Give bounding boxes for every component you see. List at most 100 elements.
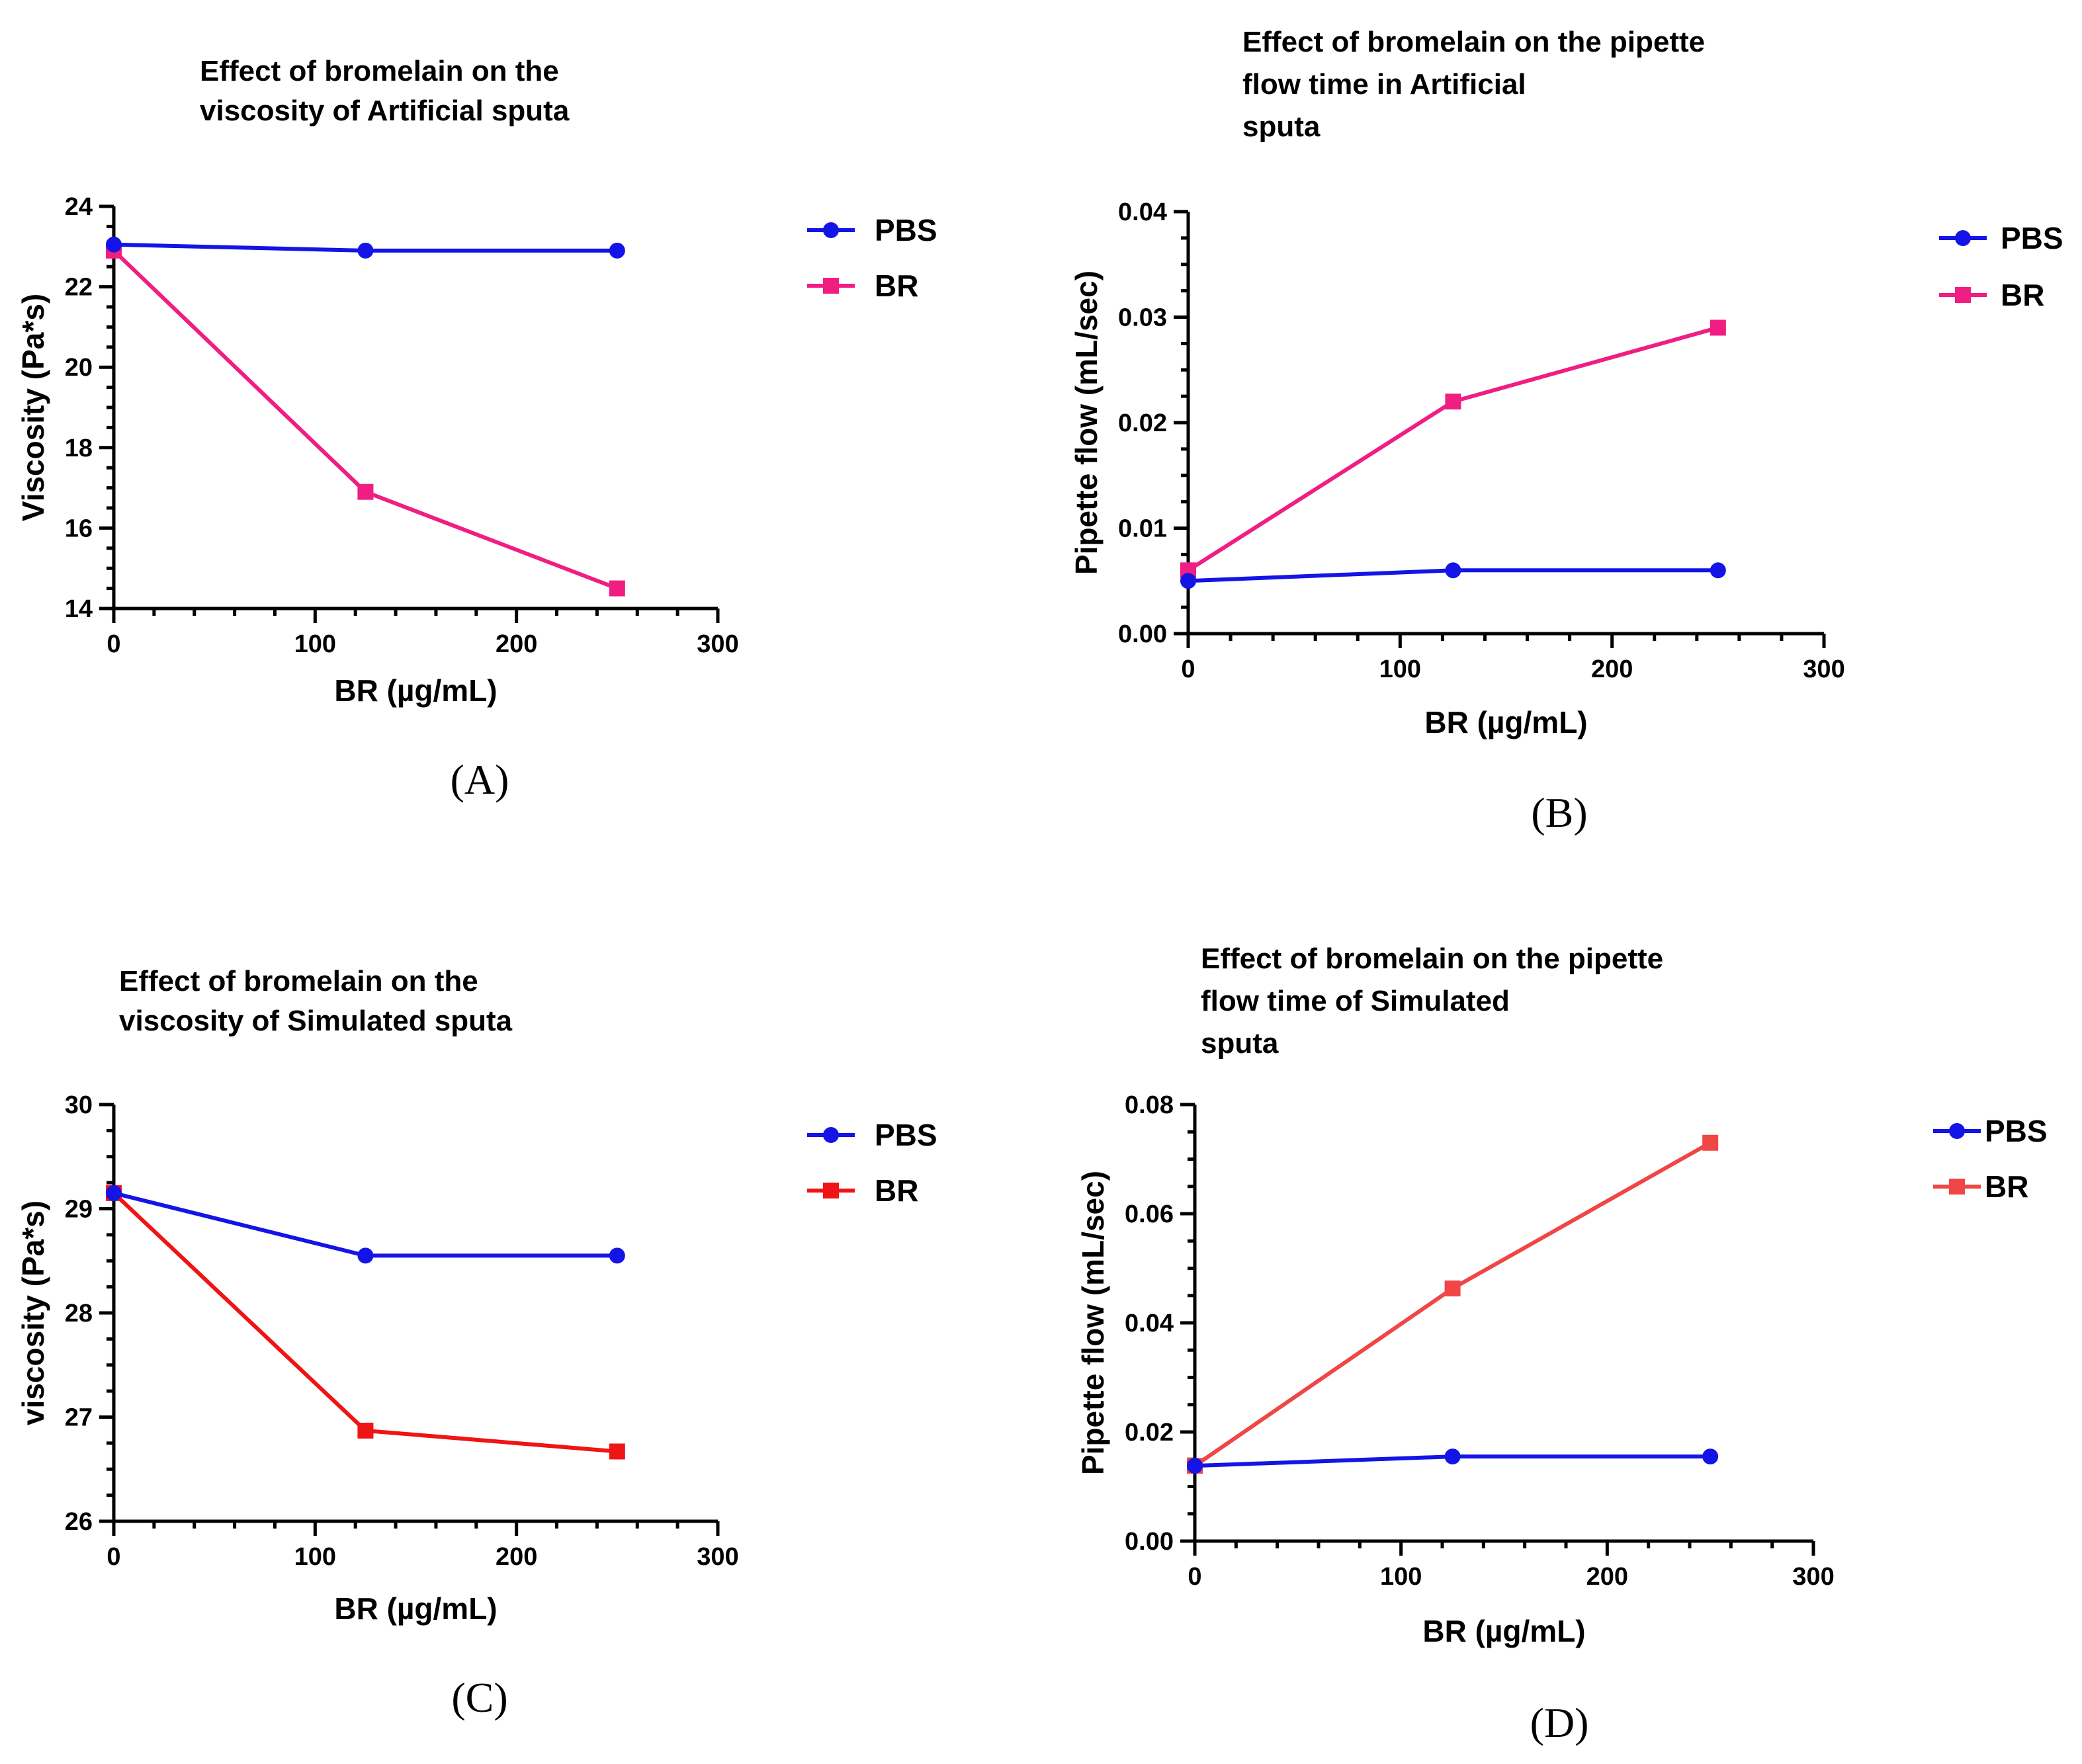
legend-marker-pbs <box>1955 230 1971 246</box>
legend-marker-br <box>823 278 839 294</box>
y-tick-label: 0.04 <box>1125 1310 1174 1337</box>
chart-panel-D: Effect of bromelain on the pipette flow t… <box>1076 943 2048 1746</box>
legend-label-pbs: PBS <box>1985 1114 2048 1148</box>
legend-marker-pbs <box>1949 1123 1965 1139</box>
panel-letter: (D) <box>1530 1699 1589 1746</box>
legend-label-br: BR <box>2001 278 2044 312</box>
series-line-pbs <box>113 1191 617 1258</box>
y-axis-label: Viscosity (Pa*s) <box>16 294 50 521</box>
x-tick-label: 0 <box>1181 655 1195 683</box>
y-tick-label: 0.08 <box>1125 1091 1174 1119</box>
legend-marker-br <box>823 1183 839 1198</box>
y-tick-label: 0.02 <box>1125 1419 1174 1447</box>
x-tick-label: 0 <box>107 630 120 658</box>
x-tick-label: 100 <box>1379 655 1421 683</box>
series-line-br <box>1187 325 1719 572</box>
y-axis-label: Pipette flow (mL/sec) <box>1069 271 1104 575</box>
data-point-br <box>609 580 625 597</box>
x-tick-label: 300 <box>697 630 738 658</box>
chart-panel-B: Effect of bromelain on the pipette flow t… <box>1069 26 2063 836</box>
y-tick-label: 14 <box>65 595 93 623</box>
panel-letter: (C) <box>451 1674 507 1721</box>
y-tick-label: 27 <box>65 1404 93 1432</box>
chart-title-line: Effect of bromelain on the pipette <box>1242 26 1705 58</box>
y-tick-label: 16 <box>65 515 93 542</box>
data-point-pbs <box>1710 562 1726 579</box>
y-tick-label: 20 <box>65 354 93 382</box>
data-point-br <box>1702 1134 1719 1151</box>
chart-title-line: viscosity of Simulated sputa <box>119 1005 513 1037</box>
series-line-br <box>1193 1141 1712 1468</box>
data-point-pbs <box>1445 562 1461 579</box>
x-tick-label: 200 <box>496 1543 537 1571</box>
data-point-br <box>1710 319 1726 336</box>
legend-label-pbs: PBS <box>875 213 937 247</box>
chart-panel-A: Effect of bromelain on the viscosity of A… <box>16 55 937 803</box>
y-tick-label: 0.04 <box>1118 198 1167 226</box>
x-axis-label: BR (µg/mL) <box>334 1591 497 1626</box>
data-point-br <box>609 1443 625 1460</box>
legend-label-pbs: PBS <box>2001 221 2063 255</box>
y-tick-label: 0.01 <box>1118 515 1167 543</box>
series-line-br <box>112 249 618 591</box>
data-point-pbs <box>1187 1458 1203 1474</box>
x-axis-label: BR (µg/mL) <box>334 673 497 708</box>
y-tick-label: 29 <box>65 1196 93 1224</box>
y-tick-label: 22 <box>65 274 93 302</box>
x-tick-label: 0 <box>107 1543 120 1571</box>
chart-panel-C: Effect of bromelain on the viscosity of S… <box>16 965 937 1721</box>
legend-label-br: BR <box>875 269 918 303</box>
y-tick-label: 24 <box>65 193 93 221</box>
data-point-pbs <box>357 242 374 259</box>
x-tick-label: 200 <box>1586 1563 1628 1591</box>
chart-title-line: flow time of Simulated <box>1201 985 1510 1017</box>
x-tick-label: 200 <box>496 630 537 658</box>
y-tick-label: 30 <box>65 1091 93 1119</box>
y-tick-label: 28 <box>65 1300 93 1327</box>
data-point-pbs <box>1702 1449 1719 1465</box>
chart-title-line: Effect of bromelain on the <box>200 55 559 87</box>
data-point-pbs <box>1444 1449 1461 1465</box>
legend-marker-pbs <box>823 222 839 238</box>
legend-marker-br <box>1955 287 1971 303</box>
y-tick-label: 0.00 <box>1125 1528 1174 1556</box>
panel-letter: (B) <box>1531 789 1587 836</box>
data-point-br <box>1444 1281 1461 1297</box>
legend-label-br: BR <box>875 1173 918 1208</box>
y-tick-label: 0.02 <box>1118 409 1167 437</box>
x-tick-label: 0 <box>1188 1563 1201 1591</box>
panel-letter: (A) <box>451 756 509 803</box>
data-point-pbs <box>609 1247 625 1264</box>
data-point-pbs <box>357 1247 374 1264</box>
chart-title-line: sputa <box>1242 110 1321 143</box>
y-tick-label: 0.06 <box>1125 1200 1174 1228</box>
data-point-pbs <box>106 1185 122 1201</box>
data-point-pbs <box>106 236 122 253</box>
data-point-br <box>357 1422 374 1439</box>
y-tick-label: 0.03 <box>1118 304 1167 332</box>
x-axis-label: BR (µg/mL) <box>1422 1614 1585 1648</box>
series-line-br <box>112 1191 618 1454</box>
legend-label-br: BR <box>1985 1169 2028 1204</box>
data-point-pbs <box>1180 573 1196 589</box>
legend-label-pbs: PBS <box>875 1118 937 1152</box>
x-axis-label: BR (µg/mL) <box>1424 705 1587 739</box>
x-tick-label: 100 <box>294 630 336 658</box>
legend-marker-br <box>1949 1179 1965 1195</box>
x-tick-label: 100 <box>1380 1563 1422 1591</box>
legend-marker-pbs <box>823 1127 839 1143</box>
x-tick-label: 300 <box>1792 1563 1834 1591</box>
chart-title-line: Effect of bromelain on the pipette <box>1201 943 1663 975</box>
x-tick-label: 300 <box>697 1543 738 1571</box>
y-tick-label: 26 <box>65 1508 93 1536</box>
chart-title-line: Effect of bromelain on the <box>119 965 478 997</box>
chart-title-line: viscosity of Artificial sputa <box>200 95 570 127</box>
y-axis-label: viscosity (Pa*s) <box>16 1200 50 1425</box>
y-tick-label: 18 <box>65 435 93 462</box>
data-point-br <box>1445 394 1461 410</box>
x-tick-label: 300 <box>1803 655 1844 683</box>
data-point-br <box>357 483 374 500</box>
data-point-pbs <box>609 242 625 259</box>
y-axis-label: Pipette flow (mL/sec) <box>1076 1171 1110 1475</box>
